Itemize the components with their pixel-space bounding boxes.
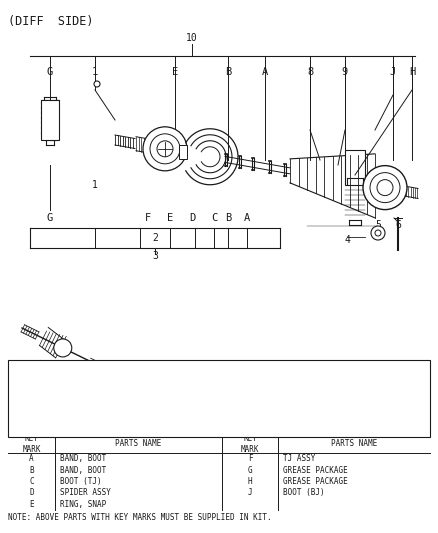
Bar <box>41 100 59 140</box>
Text: J: J <box>247 488 252 497</box>
Circle shape <box>157 141 173 157</box>
Circle shape <box>54 339 72 357</box>
Text: BAND, BOOT: BAND, BOOT <box>60 466 106 474</box>
Text: 3: 3 <box>152 251 158 261</box>
Text: F: F <box>145 213 151 223</box>
Text: D: D <box>29 488 34 497</box>
Text: (WHEEL  SIDE): (WHEEL SIDE) <box>295 364 388 376</box>
Circle shape <box>371 226 385 240</box>
Text: 2: 2 <box>152 233 158 243</box>
Text: F: F <box>247 454 252 463</box>
Text: G: G <box>47 213 53 223</box>
Text: D: D <box>189 213 195 223</box>
Text: H: H <box>247 477 252 486</box>
Text: E: E <box>172 67 178 77</box>
Text: NOTE: ABOVE PARTS WITH KEY MARKS MUST BE SUPPLIED IN KIT.: NOTE: ABOVE PARTS WITH KEY MARKS MUST BE… <box>8 513 272 522</box>
Text: B: B <box>225 67 231 77</box>
Text: TJ ASSY: TJ ASSY <box>283 454 315 463</box>
Text: 1: 1 <box>92 67 98 77</box>
Text: PARTS NAME: PARTS NAME <box>331 440 377 448</box>
Text: KEY
MARK: KEY MARK <box>241 434 259 454</box>
Circle shape <box>377 180 393 196</box>
Text: H: H <box>409 67 415 77</box>
Circle shape <box>370 173 400 203</box>
Text: GREASE PACKAGE: GREASE PACKAGE <box>283 477 348 486</box>
Circle shape <box>375 230 381 236</box>
Text: 5: 5 <box>375 220 381 230</box>
Text: BOOT (BJ): BOOT (BJ) <box>283 488 325 497</box>
Text: A: A <box>244 213 250 223</box>
Text: KEY
MARK: KEY MARK <box>22 434 41 454</box>
Text: B: B <box>225 213 231 223</box>
Text: C: C <box>211 213 217 223</box>
Circle shape <box>94 81 100 87</box>
Circle shape <box>143 127 187 171</box>
Text: GREASE PACKAGE: GREASE PACKAGE <box>283 466 348 474</box>
Text: A: A <box>262 67 268 77</box>
Text: 7: 7 <box>17 390 23 400</box>
Bar <box>8 360 430 437</box>
Circle shape <box>150 134 180 164</box>
Text: C: C <box>29 477 34 486</box>
Circle shape <box>155 386 179 410</box>
Text: 9: 9 <box>342 67 348 77</box>
Text: PARTS NAME: PARTS NAME <box>115 440 162 448</box>
Text: RING, SNAP: RING, SNAP <box>60 500 106 509</box>
Text: (DIFF  SIDE): (DIFF SIDE) <box>8 15 93 28</box>
Bar <box>345 150 365 185</box>
Text: 6: 6 <box>395 220 401 230</box>
Text: 1: 1 <box>92 180 98 190</box>
Text: B: B <box>29 466 34 474</box>
Text: G: G <box>47 67 53 77</box>
Text: J: J <box>390 67 396 77</box>
Bar <box>179 145 187 159</box>
Text: E: E <box>167 213 173 223</box>
Text: A: A <box>29 454 34 463</box>
Text: SPIDER ASSY: SPIDER ASSY <box>60 488 111 497</box>
Text: 4: 4 <box>344 235 350 245</box>
Text: BAND, BOOT: BAND, BOOT <box>60 454 106 463</box>
Text: 8: 8 <box>307 67 313 77</box>
Circle shape <box>363 166 407 209</box>
Text: E: E <box>29 500 34 509</box>
Text: 10: 10 <box>186 33 198 43</box>
Text: BOOT (TJ): BOOT (TJ) <box>60 477 102 486</box>
Text: G: G <box>247 466 252 474</box>
